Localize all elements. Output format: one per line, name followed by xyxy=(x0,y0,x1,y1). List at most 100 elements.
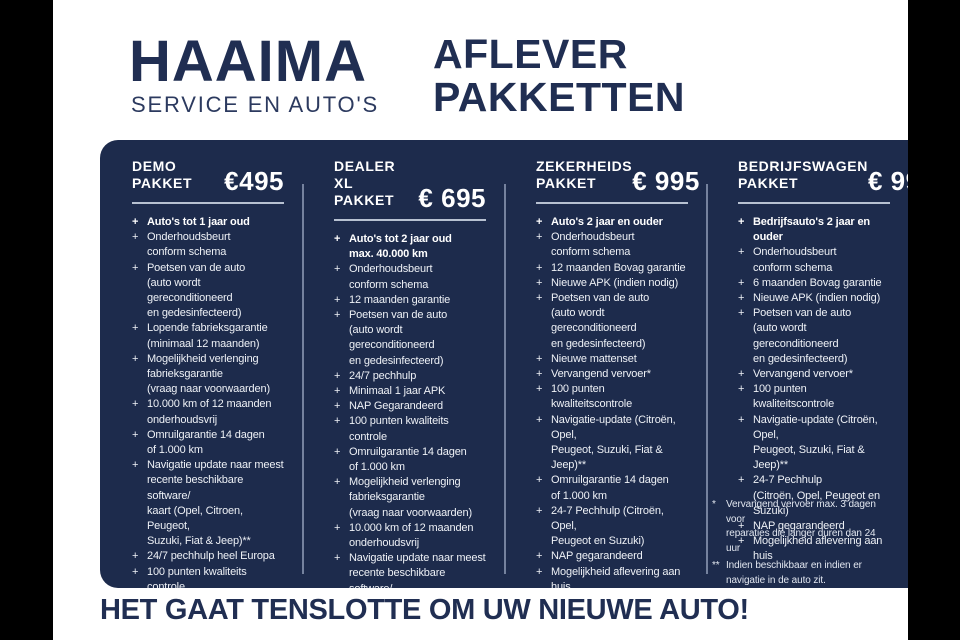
package-item: +12 maanden Bovag garantie xyxy=(536,261,688,276)
page-title-line1: AFLEVER xyxy=(433,31,628,77)
package-item-text: NAP gegarandeerd xyxy=(551,550,643,563)
plus-bullet: + xyxy=(132,428,139,441)
plus-bullet: + xyxy=(132,261,139,274)
plus-bullet: + xyxy=(536,276,543,289)
plus-bullet: + xyxy=(738,246,745,259)
package-item-text: Navigatie update naar meest recente besch… xyxy=(349,552,486,588)
package-item-text: Omruilgarantie 14 dagen of 1.000 km xyxy=(551,474,669,502)
package-header-rule xyxy=(132,202,284,204)
package-item-text: 12 maanden Bovag garantie xyxy=(551,261,686,274)
plus-bullet: + xyxy=(536,261,543,274)
plus-bullet: + xyxy=(132,398,139,411)
package-column-2: DEALER XL PAKKET € 695 + Auto's tot 2 jaar… xyxy=(302,158,504,588)
plus-bullet: + xyxy=(334,415,341,428)
package-item-text: Vervangend vervoer* xyxy=(753,368,853,381)
package-item-text: 10.000 km of 12 maanden onderhoudsvrij xyxy=(349,521,474,550)
plus-bullet: + xyxy=(132,231,139,244)
package-item: + Navigatie update naar meest recente besc… xyxy=(132,458,284,549)
plus-bullet: + xyxy=(738,292,745,305)
package-item: +24/7 pechhulp heel Europa xyxy=(132,549,284,564)
plus-bullet: + xyxy=(334,369,341,382)
plus-bullet: + xyxy=(536,368,543,381)
package-item: + Vervangend vervoer* xyxy=(536,367,688,382)
package-item-text: 10.000 km of 12 maanden onderhoudsvrij xyxy=(147,398,272,426)
package-item-text: NAP Gegarandeerd xyxy=(349,400,444,413)
package-item-text: Mogelijkheid verlenging fabrieksgarantie(… xyxy=(349,476,472,519)
package-column-1: DEMO PAKKET €495 + Auto's tot 1 jaar oud + O… xyxy=(100,158,302,588)
plus-bullet: + xyxy=(132,216,139,228)
package-item: + Mogelijkheid aflevering aan huis xyxy=(536,565,688,588)
package-item: + Poetsen van de auto (auto wordt gerecond… xyxy=(738,306,890,367)
package-item: + NAP gegarandeerd xyxy=(536,549,688,564)
package-item-text: Mogelijkheid verlenging fabrieksgarantie(… xyxy=(147,352,270,396)
package-name: DEALER XL PAKKET xyxy=(334,158,396,208)
plus-bullet: + xyxy=(738,368,745,381)
plus-bullet: + xyxy=(334,309,341,322)
plus-bullet: + xyxy=(334,385,341,398)
plus-bullet: + xyxy=(334,476,341,489)
package-item-text: Nieuwe APK (indien nodig) xyxy=(753,292,881,305)
package-item: + Poetsen van de auto (auto wordt gerecond… xyxy=(132,261,284,322)
plus-bullet: + xyxy=(738,520,745,533)
plus-bullet: + xyxy=(334,400,341,413)
plus-bullet: + xyxy=(536,292,543,305)
brand-subtitle: SERVICE EN AUTO'S xyxy=(131,92,379,117)
plus-bullet: + xyxy=(738,413,745,426)
package-item: + Nieuwe APK (indien nodig) xyxy=(738,291,890,306)
package-items-list: + Auto's tot 2 jaar oud max. 40.000 km + Ond… xyxy=(334,232,486,588)
footnotes: * Vervangend vervoer max. 3 dagen voor rep… xyxy=(712,498,888,591)
black-bar-right xyxy=(908,0,960,640)
brand-name: HAAIMA xyxy=(129,29,367,94)
column-divider xyxy=(504,184,506,574)
footnote-marker: * xyxy=(712,499,716,510)
package-item: + Onderhoudsbeurt conform schema xyxy=(536,230,688,260)
package-item-text: 24/7 pechhulp heel Europa xyxy=(147,550,275,563)
plus-bullet: + xyxy=(536,216,543,228)
plus-bullet: + xyxy=(536,550,543,563)
footnote-marker: ** xyxy=(712,560,720,571)
plus-bullet: + xyxy=(334,552,341,565)
plus-bullet: + xyxy=(536,565,543,578)
package-item-text: Minimaal 1 jaar APK xyxy=(349,385,446,398)
package-item: + Poetsen van de auto (auto wordt gerecond… xyxy=(536,291,688,352)
package-item-text: 6 maanden Bovag garantie xyxy=(753,276,882,289)
package-item-text: 24-7 Pechhulp (Citroën, Opel, Peugeot en … xyxy=(753,474,880,517)
package-item-text: Nieuwe mattenset xyxy=(551,352,637,365)
package-item-text: Auto's 2 jaar en ouder xyxy=(551,216,663,228)
package-item-text: Nieuwe APK (indien nodig) xyxy=(551,276,679,289)
package-price: € 995 xyxy=(867,166,908,196)
package-item: + Poetsen van de auto (auto wordt gerecond… xyxy=(334,308,486,369)
package-item: + Omruilgarantie 14 dagen of 1.000 km xyxy=(132,428,284,458)
package-header-rule xyxy=(536,202,688,204)
plus-bullet: + xyxy=(132,550,139,563)
package-item: + NAP Gegarandeerd xyxy=(334,399,486,414)
package-item-text: Lopende fabrieksgarantie (minimaal 12 maa… xyxy=(147,322,268,350)
package-item: + Navigatie-update (Citroën, Opel, Peugeot… xyxy=(738,413,890,474)
package-item: + Minimaal 1 jaar APK xyxy=(334,384,486,399)
package-item-text: Poetsen van de auto (auto wordt gerecondi… xyxy=(147,261,246,320)
plus-bullet: + xyxy=(738,383,745,396)
package-item-text: Poetsen van de auto (auto wordt gerecondi… xyxy=(551,292,650,350)
package-item: + Onderhoudsbeurt conform schema xyxy=(132,230,284,260)
package-item: + Nieuwe APK (indien nodig) xyxy=(536,276,688,291)
footnote-text: Vervangend vervoer max. 3 dagen voor repa… xyxy=(726,499,876,554)
package-item: + Navigatie update naar meest recente besc… xyxy=(334,551,486,588)
package-item: +12 maanden garantie xyxy=(334,293,486,308)
black-bar-left xyxy=(0,0,53,640)
package-item-text: Vervangend vervoer* xyxy=(551,368,651,381)
package-item: + Omruilgarantie 14 dagen of 1.000 km xyxy=(536,473,688,503)
footnote: ** Indien beschikbaar en indien er navigat… xyxy=(712,559,888,588)
plus-bullet: + xyxy=(738,216,745,228)
footer-slogan: HET GAAT TENSLOTTE OM UW NIEUWE AUTO! xyxy=(100,594,749,626)
package-item-text: 24/7 pechhulp xyxy=(349,369,417,382)
plus-bullet: + xyxy=(334,233,341,245)
package-item-text: 100 punten kwaliteitscontrole xyxy=(753,383,835,411)
package-item-text: 100 punten kwaliteitscontrole xyxy=(551,383,633,411)
plus-bullet: + xyxy=(132,459,139,472)
flyer: HAAIMA SERVICE EN AUTO'S AFLEVER PAKKETT… xyxy=(53,0,908,640)
plus-bullet: + xyxy=(738,276,745,289)
footnote-text: Indien beschikbaar en indien er navigatie… xyxy=(726,560,862,586)
package-items-list: + Bedrijfsauto's 2 jaar en ouder + Onderhou… xyxy=(738,215,890,565)
package-item: +10.000 km of 12 maanden onderhoudsvrij xyxy=(334,521,486,551)
